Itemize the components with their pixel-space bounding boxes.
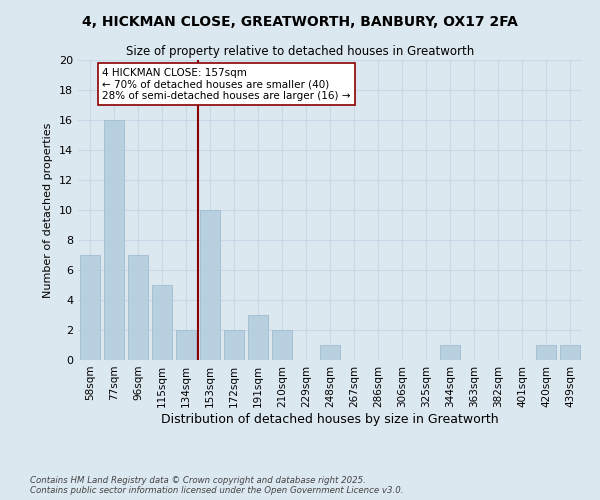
Text: 4 HICKMAN CLOSE: 157sqm
← 70% of detached houses are smaller (40)
28% of semi-de: 4 HICKMAN CLOSE: 157sqm ← 70% of detache… bbox=[102, 68, 350, 100]
Bar bbox=[176, 330, 196, 360]
Bar bbox=[248, 315, 268, 360]
Bar bbox=[224, 330, 244, 360]
Text: Contains HM Land Registry data © Crown copyright and database right 2025.
Contai: Contains HM Land Registry data © Crown c… bbox=[30, 476, 404, 495]
Text: Size of property relative to detached houses in Greatworth: Size of property relative to detached ho… bbox=[126, 45, 474, 58]
Y-axis label: Number of detached properties: Number of detached properties bbox=[43, 122, 53, 298]
Bar bbox=[320, 345, 340, 360]
Bar bbox=[272, 330, 292, 360]
Bar bbox=[560, 345, 580, 360]
Bar bbox=[80, 255, 100, 360]
Bar bbox=[152, 285, 172, 360]
Bar bbox=[128, 255, 148, 360]
Bar bbox=[440, 345, 460, 360]
Bar bbox=[200, 210, 220, 360]
X-axis label: Distribution of detached houses by size in Greatworth: Distribution of detached houses by size … bbox=[161, 412, 499, 426]
Text: 4, HICKMAN CLOSE, GREATWORTH, BANBURY, OX17 2FA: 4, HICKMAN CLOSE, GREATWORTH, BANBURY, O… bbox=[82, 15, 518, 29]
Bar bbox=[536, 345, 556, 360]
Bar bbox=[104, 120, 124, 360]
